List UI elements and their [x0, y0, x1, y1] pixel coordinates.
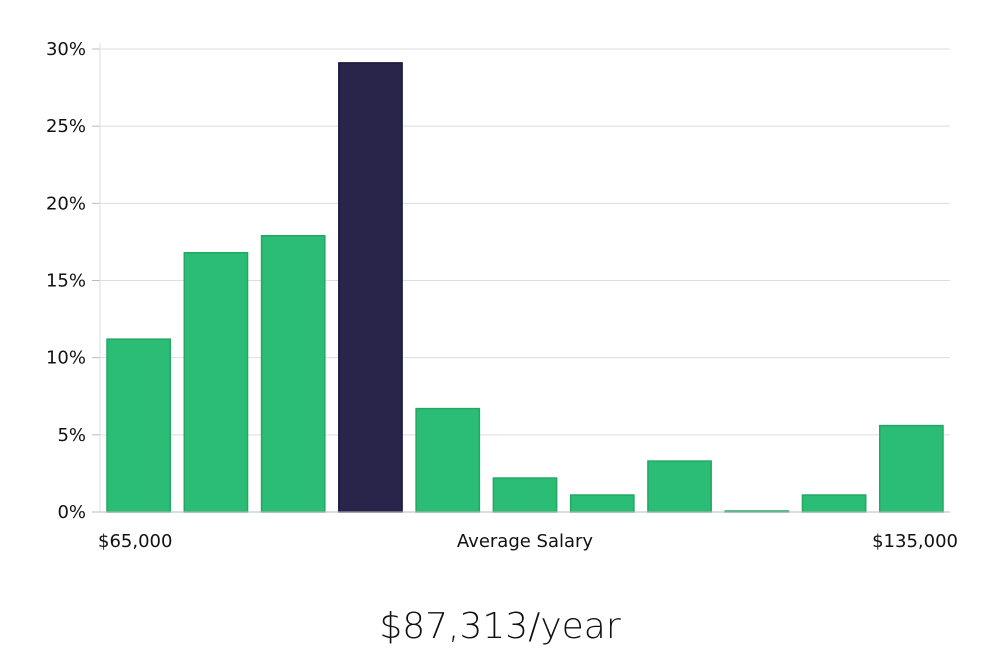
y-tick-label: 30%	[46, 39, 86, 60]
y-tick-label: 20%	[46, 193, 86, 214]
bar	[260, 234, 326, 513]
y-tick-label: 25%	[46, 116, 86, 137]
bar	[183, 251, 249, 513]
y-tick-label: 15%	[46, 271, 86, 292]
bar	[878, 424, 944, 513]
bar	[415, 407, 481, 513]
bar	[647, 460, 712, 513]
bar	[569, 494, 635, 513]
x-axis-label: Average Salary	[457, 531, 594, 552]
y-tick-label: 10%	[46, 348, 86, 369]
bar	[801, 494, 867, 513]
y-tick-label: 0%	[57, 502, 86, 523]
salary-histogram: 0% 5% 10% 15% 20% 25% 30% $65,000 Average Sala…	[46, 39, 958, 552]
x-max-label: $135,000	[872, 531, 958, 552]
average-salary-value: $87,313/year	[379, 606, 621, 647]
bar	[106, 338, 172, 513]
y-tick-label: 5%	[57, 425, 86, 446]
bar	[492, 477, 558, 513]
x-min-label: $65,000	[98, 531, 172, 552]
bar-highlighted	[338, 62, 403, 513]
